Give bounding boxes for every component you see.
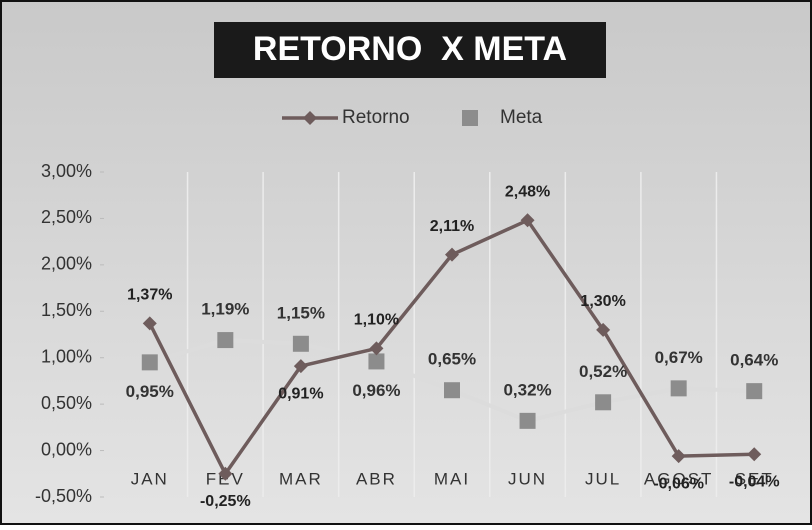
meta-marker — [746, 383, 763, 400]
data-label: 1,10% — [354, 312, 399, 329]
data-label: 0,67% — [655, 348, 703, 367]
y-tick-label: 3,00% — [41, 161, 92, 181]
y-tick-label: -0,50% — [35, 486, 92, 506]
retorno-marker — [142, 316, 157, 331]
data-label: 0,64% — [730, 351, 778, 370]
meta-marker — [141, 354, 158, 371]
data-label: 1,37% — [127, 287, 172, 304]
data-label: 1,19% — [201, 300, 249, 319]
data-label: 1,30% — [580, 293, 625, 310]
retorno-marker — [445, 247, 459, 262]
x-tick-label: JAN — [131, 469, 169, 488]
data-label: -0,06% — [653, 475, 704, 492]
y-tick-label: 2,50% — [41, 207, 92, 227]
data-label: 0,95% — [126, 382, 174, 401]
meta-marker — [292, 335, 309, 352]
data-label: 0,91% — [278, 385, 323, 402]
x-tick-label: AGOST — [644, 469, 714, 488]
meta-marker — [444, 382, 460, 399]
retorno-marker — [747, 447, 762, 462]
legend-label: Meta — [500, 107, 543, 128]
meta-marker — [519, 412, 536, 429]
data-label: 2,11% — [430, 218, 474, 235]
x-tick-label: MAI — [434, 469, 470, 488]
data-label: 0,65% — [428, 350, 476, 369]
y-tick-label: 2,00% — [41, 254, 92, 274]
x-tick-label: JUN — [508, 469, 547, 488]
retorno-marker — [369, 341, 384, 356]
x-tick-label: ABR — [356, 469, 397, 488]
legend-label: Retorno — [342, 107, 410, 128]
data-label: 0,52% — [579, 362, 627, 381]
legend-marker — [462, 110, 478, 126]
x-tick-label: MAR — [279, 469, 323, 488]
retorno-marker — [520, 213, 535, 228]
retorno-marker — [671, 449, 686, 464]
data-label: 0,32% — [503, 380, 551, 399]
title-box — [214, 22, 606, 78]
data-label: 1,15% — [277, 303, 325, 322]
x-tick-label: JUL — [585, 469, 621, 488]
x-tick-label: SET — [735, 469, 774, 488]
data-label: 2,48% — [505, 184, 550, 201]
retorno-marker — [218, 466, 233, 481]
legend-marker — [303, 111, 317, 125]
y-tick-label: 0,00% — [41, 439, 92, 459]
retorno-marker — [293, 359, 308, 374]
data-label: -0,25% — [200, 493, 251, 510]
y-tick-label: 1,50% — [41, 300, 92, 320]
chart-title: RETORNO X META — [253, 30, 567, 68]
meta-marker — [595, 394, 612, 411]
meta-marker — [368, 353, 385, 370]
y-tick-label: 0,50% — [41, 393, 92, 413]
data-label: -0,04% — [729, 474, 780, 491]
meta-marker — [670, 380, 687, 397]
retorno-marker — [596, 322, 611, 337]
data-label: 0,96% — [352, 381, 400, 400]
y-tick-label: 1,00% — [41, 346, 92, 366]
meta-marker — [217, 332, 234, 349]
